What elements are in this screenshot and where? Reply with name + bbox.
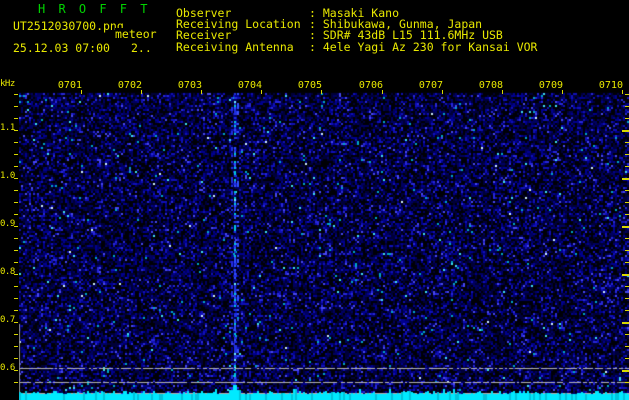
y-axis-tick-right — [625, 106, 629, 107]
y-axis-tick-left — [14, 346, 18, 347]
y-axis-tick-right — [625, 166, 629, 167]
x-axis-tick — [502, 90, 503, 94]
y-axis-label: 0.9 — [0, 219, 15, 229]
y-axis-tick-right — [625, 298, 629, 299]
x-axis-tick — [442, 90, 443, 94]
y-axis-tick-right — [625, 214, 629, 215]
y-axis-tick-left — [14, 250, 18, 251]
x-axis-label: 0706 — [358, 80, 383, 91]
y-axis-tick-right — [622, 370, 629, 372]
y-axis-tick-right — [625, 334, 629, 335]
y-axis-tick-right — [625, 118, 629, 119]
y-axis-tick-left — [14, 334, 18, 335]
y-axis-label: 0.6 — [0, 363, 15, 373]
x-axis-label: 0707 — [418, 80, 443, 91]
meta-value: : SDR# 43dB L15 111.6MHz USB — [309, 28, 503, 42]
y-axis-tick-left — [14, 142, 18, 143]
y-axis-tick-right — [625, 142, 629, 143]
y-axis-tick-left — [14, 130, 18, 131]
meta-label: Receiving Antenna — [176, 40, 294, 54]
y-axis-tick-right — [625, 238, 629, 239]
datetime-label: 25.12.03 07:00 — [13, 41, 110, 55]
x-axis-tick — [141, 90, 142, 94]
y-axis-tick-right — [622, 178, 629, 180]
x-axis-label: 0703 — [177, 80, 202, 91]
y-axis-tick-right — [622, 322, 629, 324]
y-axis-tick-left — [14, 106, 18, 107]
y-axis-tick-right — [625, 346, 629, 347]
x-axis-label: 0705 — [297, 80, 322, 91]
y-axis-tick-right — [622, 226, 629, 228]
filename-label: UT2512030700.png — [13, 19, 124, 33]
x-axis-tick — [201, 90, 202, 94]
y-axis-label: 0.8 — [0, 267, 15, 277]
y-axis-tick-right — [622, 130, 629, 132]
mode-label: meteor — [115, 27, 159, 41]
y-axis-tick-left — [14, 310, 18, 311]
y-axis-tick-left — [14, 118, 18, 119]
y-axis-tick-left — [14, 166, 18, 167]
y-axis-tick-left — [14, 178, 18, 179]
y-axis-tick-left — [14, 226, 18, 227]
y-axis-tick-right — [625, 202, 629, 203]
y-axis-tick-right — [625, 310, 629, 311]
y-axis-tick-left — [14, 238, 18, 239]
x-axis-tick — [562, 90, 563, 94]
x-axis-tick — [321, 90, 322, 94]
x-axis-tick — [261, 90, 262, 94]
y-axis-tick-left — [14, 298, 18, 299]
x-axis-label: 0704 — [237, 80, 262, 91]
y-axis-label: 0.7 — [0, 315, 15, 325]
x-axis-label: 0702 — [117, 80, 142, 91]
y-axis-tick-right — [625, 382, 629, 383]
meta-value: : Masaki Kano — [309, 6, 400, 20]
y-axis-tick-left — [14, 274, 18, 275]
y-axis-tick-left — [14, 94, 18, 95]
y-axis-tick-left — [14, 202, 18, 203]
meta-value: : 4ele Yagi Az 230 for Kansai VOR — [309, 40, 538, 54]
x-axis-tick — [81, 90, 82, 94]
y-axis-tick-right — [625, 262, 629, 263]
y-axis-tick-right — [625, 286, 629, 287]
y-axis-tick-right — [622, 274, 629, 276]
y-axis-tick-left — [14, 190, 18, 191]
y-axis-tick-left — [14, 214, 18, 215]
x-axis-tick — [382, 90, 383, 94]
y-axis-tick-left — [14, 370, 18, 371]
x-axis-label: 0701 — [57, 80, 82, 91]
y-axis-tick-right — [625, 190, 629, 191]
y-axis-tick-left — [14, 286, 18, 287]
y-axis-tick-right — [625, 94, 629, 95]
echo-count-label: 2.. — [131, 41, 152, 55]
y-axis-tick-left — [14, 262, 18, 263]
meta-label: Observer — [176, 6, 232, 20]
y-axis-tick-left — [14, 322, 18, 323]
x-axis-label: 0710 — [598, 80, 623, 91]
spectrogram-canvas — [19, 92, 629, 400]
y-axis-tick-right — [625, 358, 629, 359]
x-axis-tick — [622, 90, 623, 94]
x-axis-label: 0709 — [538, 80, 563, 91]
y-axis-label: 1.0 — [0, 171, 15, 181]
y-axis-tick-right — [625, 154, 629, 155]
meta-label: Receiving Location — [176, 17, 301, 31]
y-axis-tick-left — [14, 154, 18, 155]
x-axis-label: 0708 — [478, 80, 503, 91]
meta-value: : Shibukawa, Gunma, Japan — [309, 17, 483, 31]
y-axis-label: 1.1 — [0, 123, 15, 133]
y-axis-unit: kHz — [0, 79, 15, 89]
y-axis-tick-left — [14, 358, 18, 359]
meta-label: Receiver — [176, 28, 232, 42]
y-axis-tick-left — [14, 382, 18, 383]
y-axis-tick-right — [625, 250, 629, 251]
app-title: H R O F F T — [38, 2, 151, 16]
